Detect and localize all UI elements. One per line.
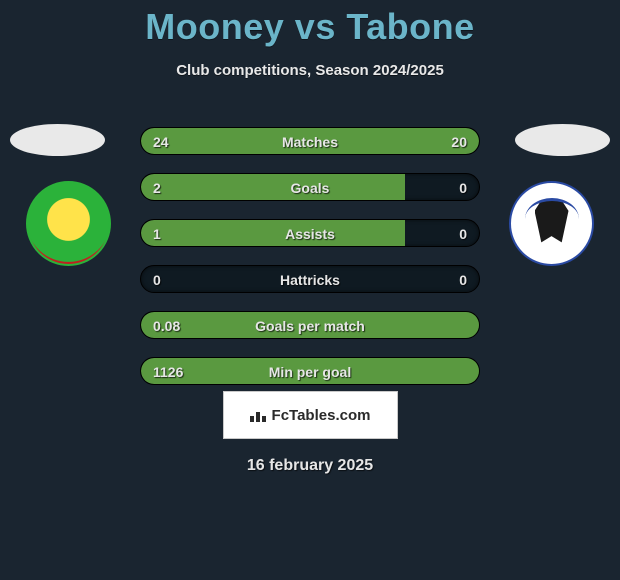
stat-bars: 24Matches202Goals01Assists00Hattricks00.… — [140, 127, 480, 403]
fctables-icon — [250, 408, 268, 422]
comparison-stage: 24Matches202Goals01Assists00Hattricks00.… — [0, 109, 620, 389]
player-left-photo — [10, 124, 105, 156]
player-right-photo — [515, 124, 610, 156]
stat-label: Matches — [141, 128, 479, 155]
club-badge-left — [26, 181, 111, 266]
subtitle: Club competitions, Season 2024/2025 — [0, 62, 620, 79]
stat-row: 1Assists0 — [140, 219, 480, 247]
stat-value-right: 0 — [459, 266, 467, 293]
stat-row: 1126Min per goal — [140, 357, 480, 385]
stat-row: 24Matches20 — [140, 127, 480, 155]
stat-label: Assists — [141, 220, 479, 247]
stat-row: 0.08Goals per match — [140, 311, 480, 339]
stat-value-right: 20 — [451, 128, 467, 155]
stat-label: Goals — [141, 174, 479, 201]
source-label: FcTables.com — [272, 407, 371, 424]
page-title: Mooney vs Tabone — [0, 0, 620, 48]
stat-label: Hattricks — [141, 266, 479, 293]
stat-row: 2Goals0 — [140, 173, 480, 201]
stat-row: 0Hattricks0 — [140, 265, 480, 293]
date-label: 16 february 2025 — [0, 457, 620, 475]
club-badge-right — [509, 181, 594, 266]
stat-value-right: 0 — [459, 220, 467, 247]
stat-label: Min per goal — [141, 358, 479, 385]
stat-label: Goals per match — [141, 312, 479, 339]
stat-value-right: 0 — [459, 174, 467, 201]
